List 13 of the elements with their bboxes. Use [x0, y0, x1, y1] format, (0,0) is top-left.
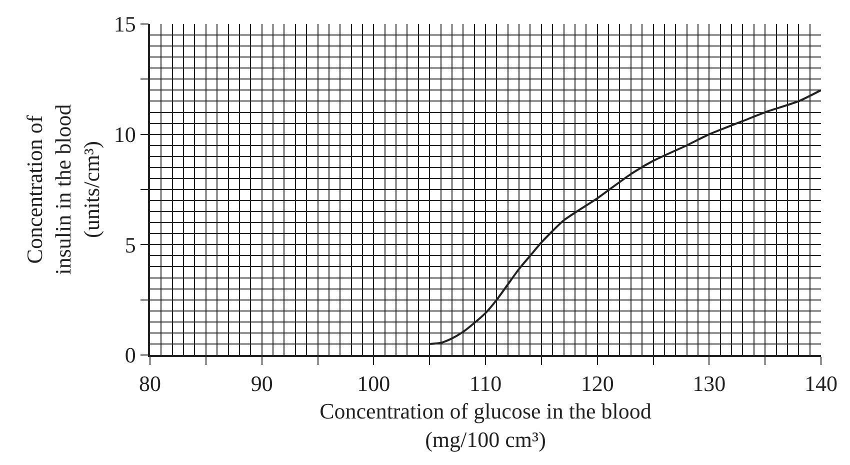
y-tick-label: 5 — [124, 232, 136, 258]
x-tick-label: 120 — [580, 371, 614, 396]
x-tick-label: 90 — [250, 371, 273, 396]
y-tick-label: 10 — [114, 122, 136, 148]
x-tick-label: 100 — [357, 371, 390, 396]
x-axis-title: Concentration of glucose in the blood (mg/100 cm³) — [320, 398, 652, 452]
x-tick-label: 110 — [469, 371, 502, 396]
y-tick-label: 0 — [124, 342, 136, 368]
y-axis-title: Concentration of insulin in the blood (units/cm³) — [22, 104, 104, 275]
x-tick-label: 140 — [804, 371, 838, 396]
x-tick-label: 130 — [692, 371, 726, 396]
y-tick-label: 15 — [114, 12, 136, 37]
x-tick-label: 80 — [139, 371, 161, 396]
